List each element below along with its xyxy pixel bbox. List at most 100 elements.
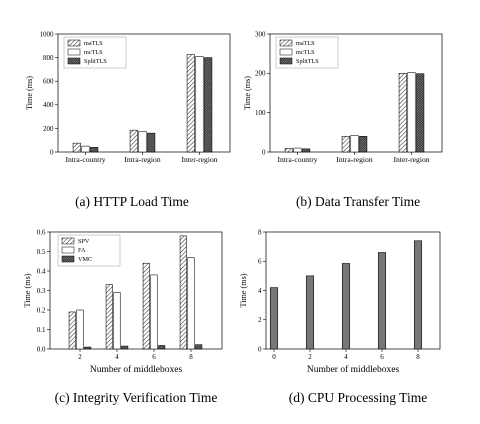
- chart-data-transfer-time: 0 100 200 300 Time (ms) Intra-country Intra-re…: [243, 30, 443, 164]
- legend-label-splittls: SplitTLS: [84, 58, 107, 65]
- bar-fa-4: [113, 292, 121, 350]
- bar-matls-intra-country: [72, 142, 81, 153]
- y-tick-label: 300: [255, 30, 266, 38]
- legend-swatch-splittls: [67, 57, 81, 65]
- y-tick-label: 200: [255, 70, 266, 78]
- x-tick-label: 0: [272, 353, 276, 361]
- bar-fa-6: [150, 274, 158, 350]
- y-tick-label: 0.3: [37, 287, 46, 295]
- bar-matls-inter-region: [398, 73, 407, 153]
- bar-fa-8: [187, 257, 195, 350]
- y-tick-label: 2: [258, 316, 262, 324]
- bar-splittls-intra-region: [359, 135, 368, 153]
- legend-swatch-fa: [61, 246, 75, 254]
- y-tick-label: 800: [43, 54, 54, 62]
- legend-label-spv: SPV: [78, 238, 90, 245]
- y-tick-label: 100: [255, 109, 266, 117]
- x-tick-label: Intra-region: [336, 155, 372, 164]
- x-tick-label: Intra-country: [65, 155, 105, 164]
- bar-spv-6: [142, 262, 150, 350]
- bar-matls-intra-region: [341, 135, 350, 153]
- y-tick-label: 6: [258, 258, 262, 266]
- y-axis-label: Time (ms): [243, 76, 252, 110]
- bar-spv-8: [179, 235, 187, 350]
- legend: SPV FA VMC: [57, 234, 121, 267]
- y-axis-label: Time (ms): [25, 76, 34, 110]
- bar-mctls-intra-region: [350, 135, 359, 153]
- bar-splittls-intra-country: [90, 147, 99, 153]
- legend-label-matls: maTLS: [296, 40, 315, 47]
- bar-spv-2: [68, 311, 76, 350]
- x-tick-label: Intra-country: [277, 155, 317, 164]
- chart-cpu-processing-time: 0 2 4 6 8 Time (ms) Number of middleboxes 0 2 4 6 8: [239, 228, 441, 375]
- axes-frame: [265, 231, 441, 350]
- legend-label-splittls: SplitTLS: [296, 58, 319, 65]
- bar-value-2: [305, 275, 315, 350]
- legend-swatch-splittls: [279, 57, 293, 65]
- bar-matls-intra-region: [129, 129, 138, 153]
- y-tick-label: 200: [43, 125, 54, 133]
- legend-swatch-mctls: [67, 48, 81, 56]
- legend-label-mctls: mcTLS: [84, 49, 103, 56]
- y-tick-label: 0.6: [37, 228, 46, 236]
- legend: maTLS mcTLS SplitTLS: [63, 36, 127, 69]
- x-tick-label: 8: [189, 353, 193, 361]
- x-axis-label: Number of middleboxes: [307, 364, 400, 375]
- bar-value-6: [377, 252, 387, 350]
- bar-mctls-inter-region: [195, 56, 204, 153]
- x-tick-label: 2: [78, 353, 82, 361]
- x-tick-label: 4: [115, 353, 119, 361]
- y-tick-label: 8: [258, 228, 262, 236]
- bar-mctls-inter-region: [407, 72, 416, 153]
- y-tick-label: 600: [43, 78, 54, 86]
- legend-label-mctls: mcTLS: [296, 49, 315, 56]
- bar-vmc-4: [121, 345, 129, 350]
- bar-spv-4: [105, 284, 113, 350]
- bar-matls-intra-country: [284, 148, 293, 153]
- bar-value-0: [269, 287, 279, 350]
- legend-label-vmc: VMC: [78, 256, 92, 263]
- x-tick-label: Inter-region: [393, 155, 429, 164]
- legend-swatch-mctls: [279, 48, 293, 56]
- bar-vmc-2: [84, 346, 92, 350]
- bar-vmc-8: [195, 344, 203, 350]
- x-tick-label: 4: [344, 353, 348, 361]
- legend-swatch-matls: [279, 39, 293, 47]
- y-axis-label: Time (ms): [239, 273, 248, 307]
- bar-vmc-6: [158, 345, 166, 350]
- chart-integrity-verification-time: 0.0 0.1 0.2 0.3 0.4 0.5 0.6 Time (ms) Number of …: [23, 228, 223, 375]
- y-tick-label: 0.4: [37, 267, 46, 275]
- y-tick-label: 0.5: [37, 248, 46, 256]
- y-tick-label: 4: [258, 287, 262, 295]
- bar-matls-inter-region: [186, 54, 195, 153]
- y-axis-label: Time (ms): [23, 273, 32, 307]
- y-tick-label: 400: [43, 101, 54, 109]
- bar-splittls-intra-region: [147, 132, 156, 153]
- panel-cpu-processing-time: 0 2 4 6 8 Time (ms) Number of middleboxes 0 2 4 6 8…: [239, 212, 480, 424]
- bar-mctls-intra-country: [81, 145, 90, 153]
- y-tick-label: 0: [262, 148, 266, 156]
- legend-label-fa: FA: [78, 247, 86, 254]
- caption-cpu-processing-time: (d) CPU Processing Time: [288, 390, 428, 405]
- x-tick-label: 8: [416, 353, 420, 361]
- legend-swatch-vmc: [61, 255, 75, 263]
- x-tick-label: 2: [308, 353, 312, 361]
- bar-mctls-intra-region: [138, 131, 147, 153]
- legend-label-matls: maTLS: [84, 40, 103, 47]
- y-tick-label: 0: [258, 345, 262, 353]
- x-tick-label: Inter-region: [181, 155, 217, 164]
- y-tick-label: 1000: [40, 30, 55, 38]
- y-tick-label: 0.2: [37, 306, 46, 314]
- x-tick-label: 6: [380, 353, 384, 361]
- y-tick-label: 0: [50, 148, 54, 156]
- legend: maTLS mcTLS SplitTLS: [275, 36, 339, 69]
- panel-http-load-time: 0 200 400 600 800 1000 Time (ms) Intra-country I…: [0, 0, 240, 212]
- bar-fa-2: [76, 309, 84, 350]
- x-tick-label: 6: [152, 353, 156, 361]
- bar-splittls-inter-region: [416, 73, 425, 153]
- y-tick-label: 0.1: [37, 326, 46, 334]
- chart-http-load-time: 0 200 400 600 800 1000 Time (ms) Intra-country I…: [25, 30, 231, 164]
- x-axis-label: Number of middleboxes: [90, 364, 183, 375]
- legend-swatch-matls: [67, 39, 81, 47]
